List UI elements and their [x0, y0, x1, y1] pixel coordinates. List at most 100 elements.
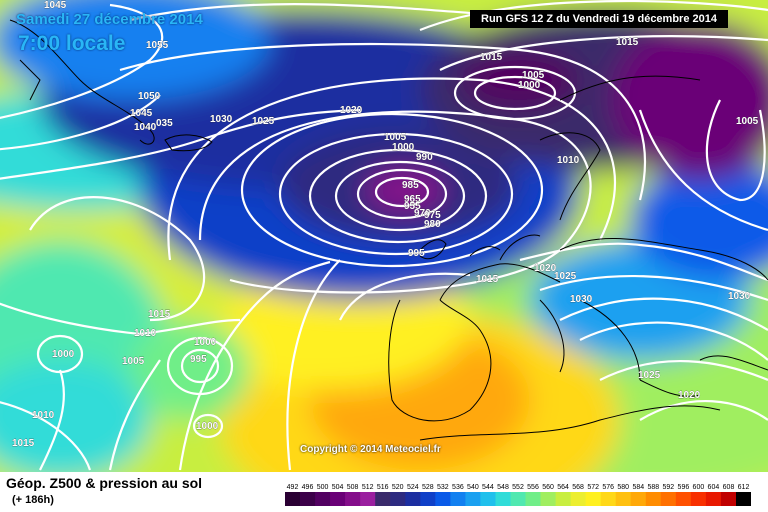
legend-tick-label: 520 [392, 484, 404, 491]
legend-swatch [690, 492, 707, 506]
legend-tick-label: 600 [693, 484, 705, 491]
legend-swatch [465, 492, 481, 506]
isobar-label: 1010 [557, 155, 580, 166]
legend-swatch [675, 492, 692, 506]
isobar-label: 1010 [32, 410, 55, 421]
legend-tick-label: 584 [632, 484, 644, 491]
legend-swatch [420, 492, 436, 506]
isobar-label: 1005 [384, 132, 407, 143]
isobar-label: 995 [408, 248, 425, 259]
isobar-label: 1025 [638, 370, 661, 381]
isobar-label: 970 [414, 208, 431, 219]
isobar-label: 1030 [570, 294, 593, 305]
isobar-label: 990 [416, 152, 433, 163]
map-canvas: 1045 1055 1050 1045 1040 035 1030 1025 1… [0, 0, 768, 472]
isobar-label: 985 [402, 180, 419, 191]
legend-swatch [555, 492, 572, 506]
legend-swatch [450, 492, 466, 506]
geopotential-fill [0, 0, 768, 472]
legend-swatch [345, 492, 361, 506]
legend-swatch [360, 492, 376, 506]
isobar-label: 1005 [522, 70, 545, 81]
isobar-label: 1015 [476, 274, 499, 285]
isobar-label: 1015 [148, 309, 171, 320]
isobar-label: 1010 [134, 328, 157, 339]
isobar-label: 955 [404, 201, 421, 212]
legend-tick-label: 536 [452, 484, 464, 491]
legend-tick-label: 508 [347, 484, 359, 491]
legend-tick-label: 504 [332, 484, 344, 491]
legend-swatch [585, 492, 602, 506]
legend-tick-label: 572 [587, 484, 599, 491]
isobar-label: 1030 [210, 114, 233, 125]
legend-swatch [645, 492, 662, 506]
legend-swatch [600, 492, 617, 506]
legend-tick-label: 500 [317, 484, 329, 491]
legend-tick-label: 524 [407, 484, 419, 491]
legend-swatch [660, 492, 677, 506]
isobar-label: 1030 [728, 291, 751, 302]
isobar-label: 1000 [52, 349, 75, 360]
legend-swatch [705, 492, 722, 506]
legend-tick-label: 496 [302, 484, 314, 491]
legend-swatch [570, 492, 587, 506]
isobar-label: 1000 [518, 80, 541, 91]
legend-tick-label: 576 [602, 484, 614, 491]
isobar-label: 035 [156, 118, 173, 129]
isobar-label: 1040 [134, 122, 157, 133]
isobar-label: 1045 [130, 108, 153, 119]
legend-tick-label: 532 [437, 484, 449, 491]
legend-tick-label: 580 [617, 484, 629, 491]
isobar-label: 1025 [554, 271, 577, 282]
isobar-label: 1000 [194, 337, 217, 348]
legend-tick-label: 512 [362, 484, 374, 491]
weather-map: 1045 1055 1050 1045 1040 035 1030 1025 1… [0, 0, 768, 472]
legend-tick-label: 528 [422, 484, 434, 491]
forecast-date: Samedi 27 décembre 2014 [16, 11, 203, 28]
legend-tick-label: 540 [467, 484, 479, 491]
legend-tick-label: 604 [708, 484, 720, 491]
legend-swatch [736, 492, 751, 506]
legend-swatch [300, 492, 316, 506]
copyright-text: Copyright © 2014 Meteociel.fr [300, 444, 441, 455]
isobar-label: 1020 [678, 390, 701, 401]
legend-tick-label: 612 [738, 484, 750, 491]
legend-swatch [390, 492, 406, 506]
legend-swatch [720, 492, 737, 506]
isobar-label: 1045 [44, 0, 67, 11]
isobar-lines [0, 0, 768, 471]
isobar-label: 1050 [138, 91, 161, 102]
legend-swatch [540, 492, 556, 506]
legend-swatch [615, 492, 632, 506]
isobar-label: 1020 [340, 105, 363, 116]
isobar-label: 1015 [480, 52, 503, 63]
isobar-label: 1055 [146, 40, 169, 51]
isobar-label: 1020 [534, 263, 557, 274]
legend-tick-label: 516 [377, 484, 389, 491]
isobar-label: 1005 [736, 116, 759, 127]
isobar-labels: 1045 1055 1050 1045 1040 035 1030 1025 1… [12, 0, 759, 449]
legend-swatch [405, 492, 421, 506]
isobar-label: 1015 [12, 438, 35, 449]
legend-swatch [435, 492, 451, 506]
legend-swatch [495, 492, 511, 506]
isobar-label: 965 [404, 194, 421, 205]
legend-tick-label: 568 [572, 484, 584, 491]
isobar-label: 995 [190, 354, 207, 365]
isobar-label: 1000 [392, 142, 415, 153]
legend-swatch [315, 492, 331, 506]
legend-tick-label: 556 [527, 484, 539, 491]
legend-swatch [375, 492, 391, 506]
legend-tick-label: 544 [482, 484, 494, 491]
legend-tick-label: 564 [557, 484, 569, 491]
isobar-label: 975 [424, 210, 441, 221]
legend-swatch [480, 492, 496, 506]
legend-tick-label: 548 [497, 484, 509, 491]
forecast-time: 7:00 locale [18, 32, 126, 55]
legend-tick-label: 552 [512, 484, 524, 491]
legend-swatch [525, 492, 541, 506]
legend-tick-label: 492 [287, 484, 299, 491]
legend-tick-label: 560 [542, 484, 554, 491]
isobar-label: 1015 [616, 37, 639, 48]
isobar-label: 1000 [196, 421, 219, 432]
